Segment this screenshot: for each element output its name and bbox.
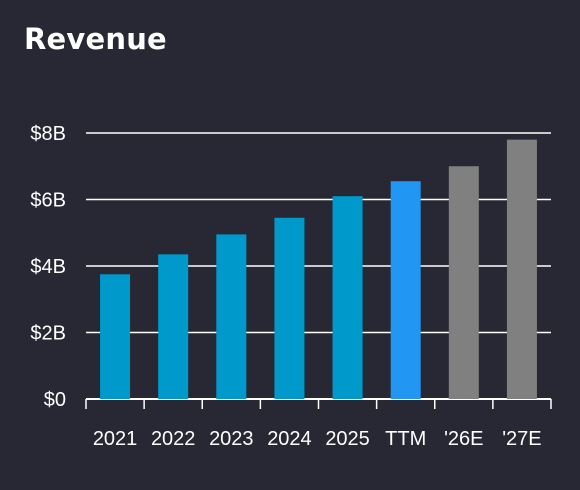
bar [100, 274, 131, 399]
x-tick-label: 2024 [267, 428, 312, 450]
bar [448, 166, 479, 399]
x-tick-label: 2025 [325, 428, 370, 450]
bar [274, 217, 305, 399]
x-tick-label: 2023 [209, 428, 254, 450]
x-tick-label: 2021 [93, 428, 138, 450]
bar [216, 234, 247, 399]
y-tick-label: $4B [30, 256, 66, 278]
x-tick-label: 2022 [151, 428, 196, 450]
y-tick-label: $8B [30, 123, 66, 145]
x-tick-label: TTM [385, 428, 426, 450]
y-tick-label: $2B [30, 323, 66, 345]
y-tick-label: $0 [44, 389, 66, 411]
bar [332, 196, 363, 399]
bar [506, 139, 537, 399]
x-tick-label: '26E [444, 428, 483, 450]
x-tick-label: '27E [502, 428, 541, 450]
bar [390, 181, 421, 399]
chart-title: Revenue [24, 22, 167, 56]
bar [158, 254, 189, 399]
y-tick-label: $6B [30, 190, 66, 212]
